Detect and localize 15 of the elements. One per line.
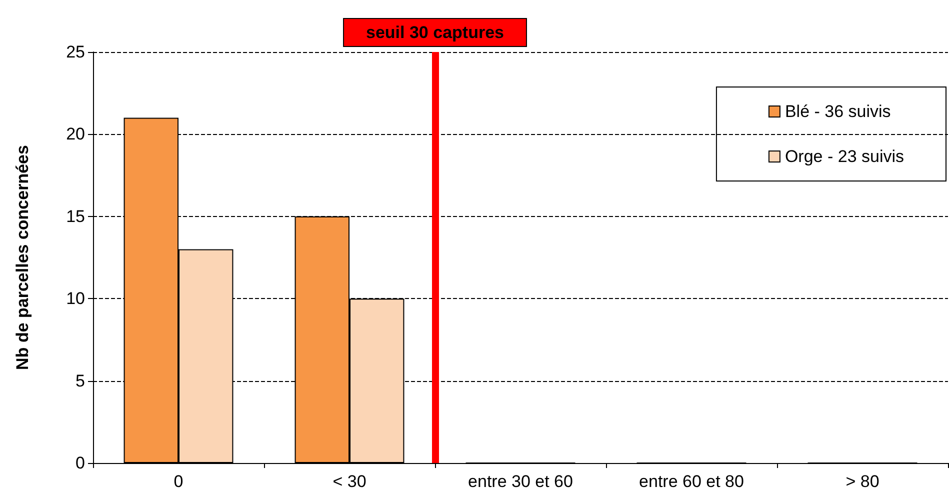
y-tick-label: 25 bbox=[66, 42, 85, 62]
x-tick-label: > 80 bbox=[846, 472, 880, 491]
x-tick-label: entre 60 et 80 bbox=[639, 472, 744, 491]
y-axis-title: Nb de parcelles concernées bbox=[13, 145, 32, 370]
y-tick-label: 15 bbox=[66, 206, 85, 226]
y-tick-label: 20 bbox=[66, 124, 85, 144]
y-tick-label: 5 bbox=[76, 371, 85, 390]
x-tick-label: entre 30 et 60 bbox=[468, 472, 573, 491]
legend-label: Blé - 36 suivis bbox=[784, 102, 891, 121]
y-tick-label: 0 bbox=[76, 454, 85, 472]
x-tick-label: < 30 bbox=[332, 472, 366, 491]
legend-label: Orge - 23 suivis bbox=[784, 147, 904, 166]
ref-line-label: seuil 30 captures bbox=[366, 23, 504, 42]
x-tick-label: 0 bbox=[174, 472, 184, 491]
y-tick-label: 10 bbox=[66, 289, 85, 308]
